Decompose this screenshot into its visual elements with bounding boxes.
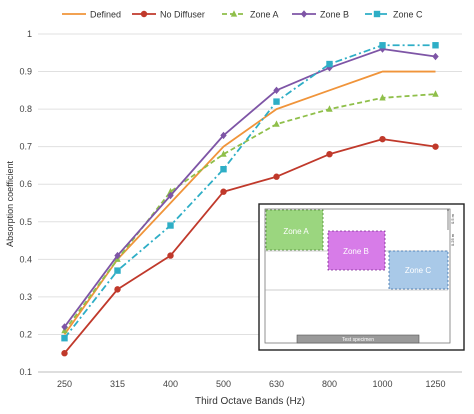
legend-label-zone-b: Zone B	[320, 10, 349, 20]
data-point-zone-b	[167, 191, 174, 200]
series-zone-c	[61, 42, 439, 342]
y-tick-label: 0.1	[19, 367, 32, 377]
zone-b-label: Zone B	[343, 247, 369, 256]
data-point-zone-a	[220, 150, 227, 157]
legend-marker-no-diffuser	[140, 10, 148, 18]
data-point-no-diffuser	[273, 173, 280, 180]
y-tick-label: 1	[27, 29, 32, 39]
zone-a-label: Zone A	[283, 227, 309, 236]
legend-marker-zone-b	[300, 10, 308, 18]
data-point-no-diffuser	[220, 188, 227, 195]
legend-label-defined: Defined	[90, 10, 121, 20]
x-tick-label: 1000	[372, 379, 392, 389]
series-no-diffuser	[61, 135, 439, 357]
dim-label-side: 0.25 m	[450, 233, 455, 246]
series-group	[61, 42, 439, 357]
data-point-no-diffuser	[167, 252, 174, 259]
data-point-zone-c	[379, 42, 386, 49]
data-point-zone-a	[273, 120, 280, 127]
legend-label-no-diffuser: No Diffuser	[160, 10, 205, 20]
data-point-zone-a	[379, 94, 386, 101]
y-tick-label: 0.6	[19, 179, 32, 189]
data-point-zone-c	[114, 267, 121, 274]
zone-b-patch	[327, 230, 386, 271]
series-line-zone-a	[63, 93, 436, 332]
y-tick-label: 0.4	[19, 254, 32, 264]
data-point-zone-a	[326, 105, 333, 112]
y-axis-label: Absorption coefficient	[5, 161, 15, 247]
legend-marker-zone-a	[230, 10, 238, 17]
inset-diagram: Zone A Zone B Zone C Test specimen 0.5 m…	[258, 203, 465, 351]
x-tick-labels: 250 315 400 500 630 800 1000 1250	[57, 379, 446, 389]
legend-marker-zone-c	[373, 10, 381, 18]
data-point-no-diffuser	[326, 150, 333, 158]
legend-label-zone-c: Zone C	[393, 10, 423, 20]
x-tick-label: 250	[57, 379, 72, 389]
data-point-zone-b	[432, 52, 439, 61]
x-tick-label: 800	[322, 379, 337, 389]
series-line-zone-c	[63, 44, 436, 339]
y-tick-label: 0.5	[19, 217, 32, 227]
data-point-zone-b	[273, 86, 280, 95]
zone-c-patch	[388, 250, 449, 290]
zone-a-patch	[265, 209, 324, 251]
legend-item-zone-c: Zone C	[365, 10, 423, 20]
data-point-zone-c	[220, 166, 227, 173]
x-tick-label: 1250	[425, 379, 445, 389]
y-tick-label: 0.7	[19, 142, 32, 152]
y-tick-label: 0.2	[19, 329, 32, 339]
data-point-zone-a	[432, 90, 439, 97]
x-tick-label: 630	[269, 379, 284, 389]
data-point-zone-c	[326, 60, 333, 68]
data-point-zone-b	[114, 251, 121, 260]
data-point-no-diffuser	[61, 350, 68, 357]
x-tick-label: 315	[110, 379, 125, 389]
series-line-no-diffuser	[63, 138, 436, 354]
x-tick-label: 500	[216, 379, 231, 389]
data-point-no-diffuser	[114, 286, 121, 293]
legend-label-zone-a: Zone A	[250, 10, 279, 20]
y-tick-label: 0.3	[19, 292, 32, 302]
data-point-no-diffuser	[432, 143, 439, 150]
legend: Defined No Diffuser Zone A Zone B Zone C	[62, 10, 423, 20]
legend-item-defined: Defined	[62, 10, 121, 20]
y-tick-label: 0.8	[19, 104, 32, 114]
x-axis-label: Third Octave Bands (Hz)	[195, 396, 305, 407]
data-point-zone-b	[220, 131, 227, 140]
y-tick-labels: 0.1 0.2 0.3 0.4 0.5 0.6 0.7 0.8 0.9 1	[19, 29, 32, 377]
legend-item-no-diffuser: No Diffuser	[132, 10, 205, 20]
series-zone-b	[61, 45, 439, 331]
data-point-no-diffuser	[379, 135, 386, 143]
data-point-zone-b	[326, 64, 333, 72]
series-line-zone-b	[63, 48, 436, 328]
zone-c-label: Zone C	[405, 266, 431, 275]
data-point-zone-c	[167, 222, 174, 229]
dim-label-top: 0.5 m	[450, 213, 455, 224]
series-line-defined	[63, 70, 436, 335]
legend-item-zone-b: Zone B	[292, 10, 349, 20]
test-specimen-bar	[296, 334, 420, 344]
y-tick-label: 0.9	[19, 67, 32, 77]
series-defined	[63, 70, 436, 335]
data-point-zone-c	[432, 42, 439, 49]
data-point-zone-c	[273, 98, 280, 105]
test-specimen-label: Test specimen	[342, 337, 374, 343]
data-point-zone-c	[61, 335, 68, 342]
legend-item-zone-a: Zone A	[222, 10, 279, 20]
data-point-zone-b	[61, 323, 68, 331]
x-tick-label: 400	[163, 379, 178, 389]
